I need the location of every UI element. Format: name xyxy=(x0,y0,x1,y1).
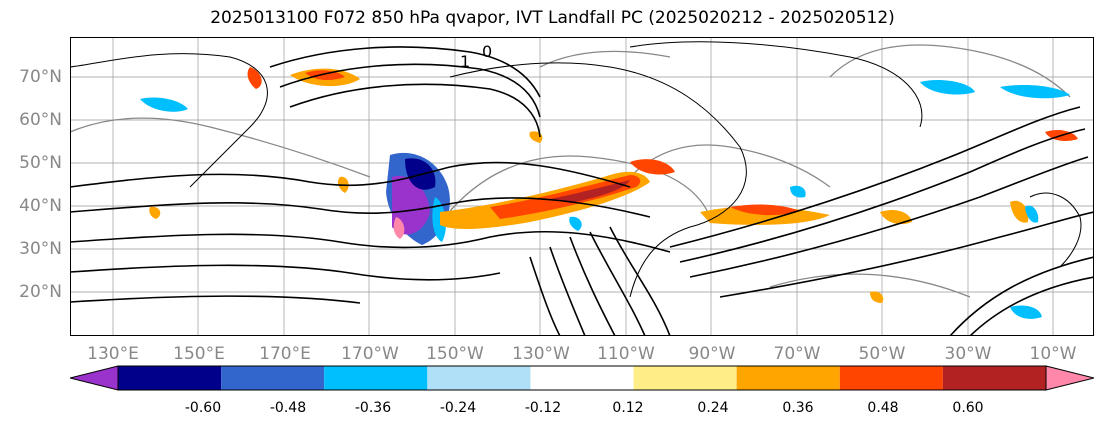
colorbar-label-p024: 0.24 xyxy=(697,400,729,416)
lon-label-110w: 110°W xyxy=(597,344,655,364)
lat-label-40n: 40°N xyxy=(19,196,62,216)
colorbar-segment xyxy=(427,366,531,390)
lon-label-130e: 130°E xyxy=(87,344,139,364)
colorbar-segment xyxy=(942,366,1046,390)
colorbar-label-m012: -0.12 xyxy=(524,400,562,416)
colorbar-segment xyxy=(530,366,634,390)
colorbar-label-p048: 0.48 xyxy=(867,400,899,416)
lat-label-50n: 50°N xyxy=(19,153,62,173)
colorbar-label-p012: 0.12 xyxy=(612,400,644,416)
colorbar-extend-high xyxy=(1045,365,1094,391)
colorbar-segment xyxy=(839,366,943,390)
gray-contours xyxy=(70,44,1071,298)
colorbar-label-m060: -0.60 xyxy=(184,400,222,416)
lon-label-70w: 70°W xyxy=(773,344,821,364)
colorbar-segment xyxy=(324,366,428,390)
lon-label-50w: 50°W xyxy=(858,344,906,364)
colorbar-label-p036: 0.36 xyxy=(782,400,814,416)
colorbar-label-p060: 0.60 xyxy=(952,400,984,416)
lon-label-170w: 170°W xyxy=(341,344,399,364)
colorbar-extend-low xyxy=(70,365,119,391)
lon-label-90w: 90°W xyxy=(688,344,736,364)
contour-label-1: 1 xyxy=(460,52,470,71)
black-contours xyxy=(70,46,1094,336)
lat-label-60n: 60°N xyxy=(19,110,62,130)
lon-label-150e: 150°E xyxy=(173,344,225,364)
lat-label-20n: 20°N xyxy=(19,282,62,302)
colorbar xyxy=(70,365,1094,391)
colorbar-segment xyxy=(633,366,737,390)
colorbar-label-m048: -0.48 xyxy=(269,400,307,416)
colorbar-segment xyxy=(736,366,840,390)
map-panel: 0 1 xyxy=(70,37,1094,336)
lon-label-130w: 130°W xyxy=(512,344,570,364)
colorbar-label-m024: -0.24 xyxy=(439,400,477,416)
map-frame xyxy=(70,37,1094,336)
colorbar-segment xyxy=(118,366,222,390)
contour-label-0: 0 xyxy=(482,42,492,61)
colorbar-segment xyxy=(221,366,325,390)
lon-label-170e: 170°E xyxy=(259,344,311,364)
lat-label-70n: 70°N xyxy=(19,67,62,87)
map-title: 2025013100 F072 850 hPa qvapor, IVT Land… xyxy=(210,8,895,28)
lon-label-30w: 30°W xyxy=(944,344,992,364)
lat-label-30n: 30°N xyxy=(19,239,62,259)
colorbar-label-m036: -0.36 xyxy=(354,400,392,416)
lon-label-150w: 150°W xyxy=(426,344,484,364)
lon-label-10w: 10°W xyxy=(1029,344,1077,364)
colorbar-frame xyxy=(117,365,1047,391)
coastlines xyxy=(70,41,1082,298)
